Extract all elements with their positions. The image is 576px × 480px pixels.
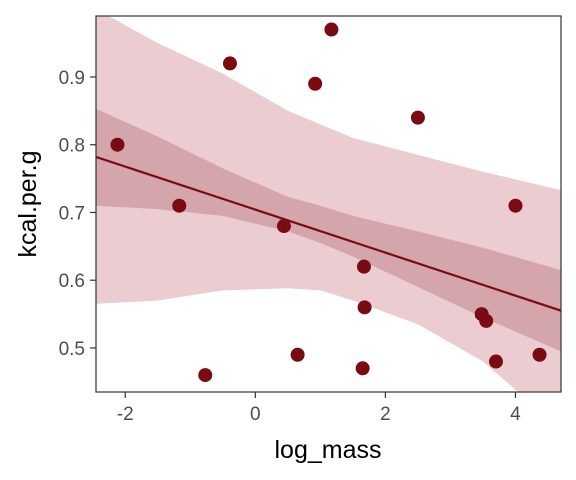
data-point	[488, 354, 503, 369]
data-point	[198, 368, 213, 383]
y-tick-label: 0.5	[59, 339, 85, 360]
data-point	[110, 137, 125, 152]
y-tick-label: 0.9	[59, 68, 85, 89]
y-tick-label: 0.8	[59, 136, 85, 157]
x-tick-label: 0	[250, 404, 261, 425]
data-point	[308, 76, 323, 91]
data-point	[479, 313, 494, 328]
data-point	[222, 56, 237, 71]
data-point	[532, 347, 547, 362]
data-point	[356, 259, 371, 274]
x-tick-label: -2	[117, 404, 134, 425]
data-point	[357, 300, 372, 315]
x-tick-label: 2	[380, 404, 391, 425]
data-point	[172, 198, 187, 213]
data-point	[355, 361, 370, 376]
regression-line	[96, 155, 561, 312]
confidence-interval-band	[96, 108, 561, 352]
y-axis-title: kcal.per.g	[14, 150, 42, 257]
data-point	[290, 347, 305, 362]
x-tick-label: 4	[510, 404, 521, 425]
y-tick-label: 0.6	[59, 271, 85, 292]
plot-border	[95, 15, 562, 393]
x-axis-title: log_mass	[275, 436, 382, 464]
data-point	[324, 22, 339, 37]
data-point	[410, 110, 425, 125]
data-point	[508, 198, 523, 213]
data-point	[276, 219, 291, 234]
y-tick-label: 0.7	[59, 203, 85, 224]
